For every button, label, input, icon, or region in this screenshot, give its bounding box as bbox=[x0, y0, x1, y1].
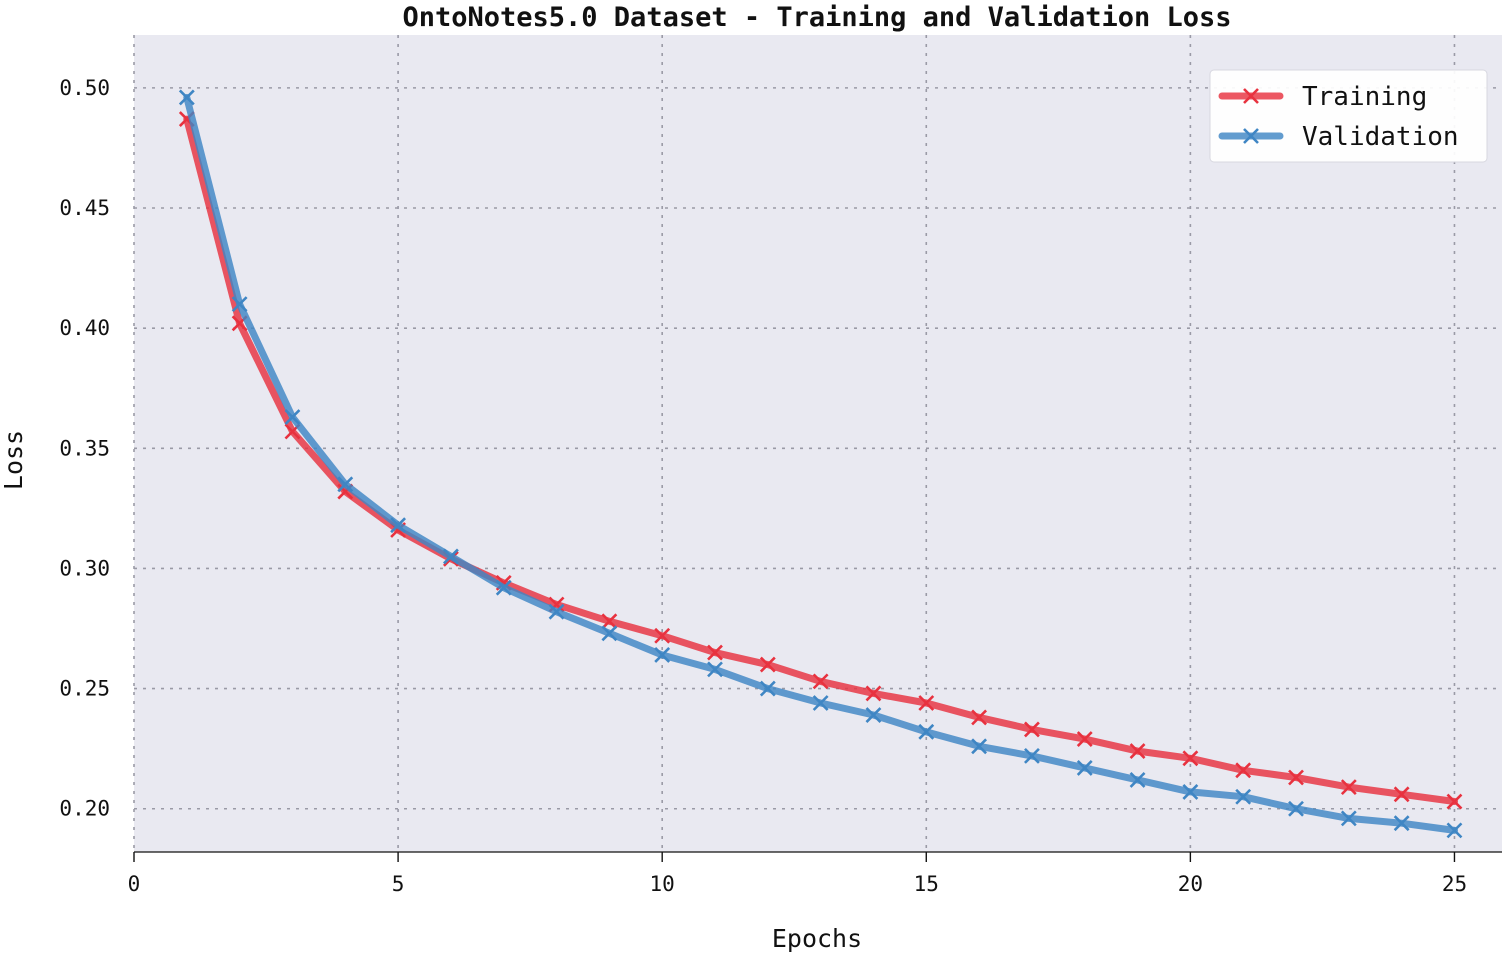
x-tick-label: 25 bbox=[1442, 872, 1467, 896]
validation-point bbox=[654, 647, 671, 663]
legend-marker bbox=[1243, 128, 1259, 144]
validation-point bbox=[1446, 822, 1463, 839]
training-point bbox=[601, 613, 618, 630]
validation-point bbox=[390, 517, 407, 534]
legend-item-training: Training bbox=[1218, 82, 1427, 112]
training-point bbox=[865, 685, 882, 702]
training-point bbox=[1340, 779, 1357, 796]
training-point bbox=[1182, 750, 1199, 767]
validation-point bbox=[1076, 759, 1093, 776]
validation-point bbox=[1340, 810, 1357, 827]
x-tick-label: 10 bbox=[650, 872, 675, 896]
validation-point bbox=[865, 707, 882, 723]
x-axis-label: Epochs bbox=[772, 924, 862, 953]
validation-point bbox=[971, 738, 988, 755]
validation-point bbox=[812, 695, 829, 711]
legend-item-validation: Validation bbox=[1218, 122, 1459, 152]
plot-area bbox=[134, 35, 1502, 852]
training-point bbox=[1076, 731, 1093, 747]
training-point bbox=[1024, 721, 1040, 738]
validation-point bbox=[1182, 784, 1199, 800]
validation-point bbox=[1129, 771, 1146, 788]
x-tick-label: 15 bbox=[914, 872, 939, 896]
validation-point bbox=[442, 548, 459, 565]
y-axis-label: Loss bbox=[0, 430, 28, 490]
x-axis: 0 5 10 15 20 25 bbox=[128, 851, 1502, 896]
chart-title: OntoNotes5.0 Dataset - Training and Vali… bbox=[402, 2, 1231, 33]
validation-point bbox=[918, 723, 935, 740]
y-tick-label: 0.20 bbox=[59, 797, 110, 821]
validation-point bbox=[1288, 800, 1304, 817]
validation-point bbox=[1024, 747, 1040, 764]
validation-point bbox=[337, 476, 354, 493]
legend-label: Training bbox=[1302, 82, 1427, 112]
training-point bbox=[1393, 786, 1410, 803]
x-tick-label: 0 bbox=[128, 872, 141, 896]
legend-label: Validation bbox=[1302, 122, 1459, 152]
validation-point bbox=[601, 625, 618, 642]
x-tick-label: 5 bbox=[392, 872, 405, 896]
training-point bbox=[971, 709, 988, 726]
training-point bbox=[1288, 769, 1304, 786]
training-point bbox=[1129, 743, 1146, 759]
validation-point bbox=[1235, 788, 1252, 805]
y-tick-label: 0.25 bbox=[59, 677, 110, 701]
validation-point bbox=[231, 296, 248, 313]
training-point bbox=[812, 673, 829, 690]
validation-point bbox=[495, 579, 512, 596]
series-lines bbox=[178, 89, 1463, 839]
validation-point bbox=[707, 661, 723, 678]
y-tick-label: 0.40 bbox=[59, 316, 110, 340]
y-tick-label: 0.30 bbox=[59, 556, 110, 580]
validation-point bbox=[548, 603, 565, 620]
y-tick-label: 0.45 bbox=[59, 196, 110, 220]
y-tick-label: 0.50 bbox=[59, 76, 110, 100]
training-point bbox=[1446, 793, 1463, 810]
training-point bbox=[759, 656, 776, 673]
training-point bbox=[654, 627, 671, 644]
training-point bbox=[707, 644, 723, 661]
grid-lines: 0.20 0.25 0.30 0.35 0.40 0.45 0.50 bbox=[59, 35, 1502, 852]
training-point bbox=[918, 695, 935, 711]
validation-point bbox=[1393, 815, 1410, 832]
validation-series bbox=[178, 89, 1463, 839]
validation-point bbox=[178, 89, 195, 106]
y-tick-label: 0.35 bbox=[59, 436, 110, 460]
training-point bbox=[1235, 762, 1252, 779]
x-tick-label: 20 bbox=[1178, 872, 1203, 896]
validation-point bbox=[284, 409, 301, 425]
legend: Training Validation bbox=[1209, 69, 1488, 163]
legend-marker bbox=[1243, 88, 1259, 104]
validation-point bbox=[759, 680, 776, 697]
